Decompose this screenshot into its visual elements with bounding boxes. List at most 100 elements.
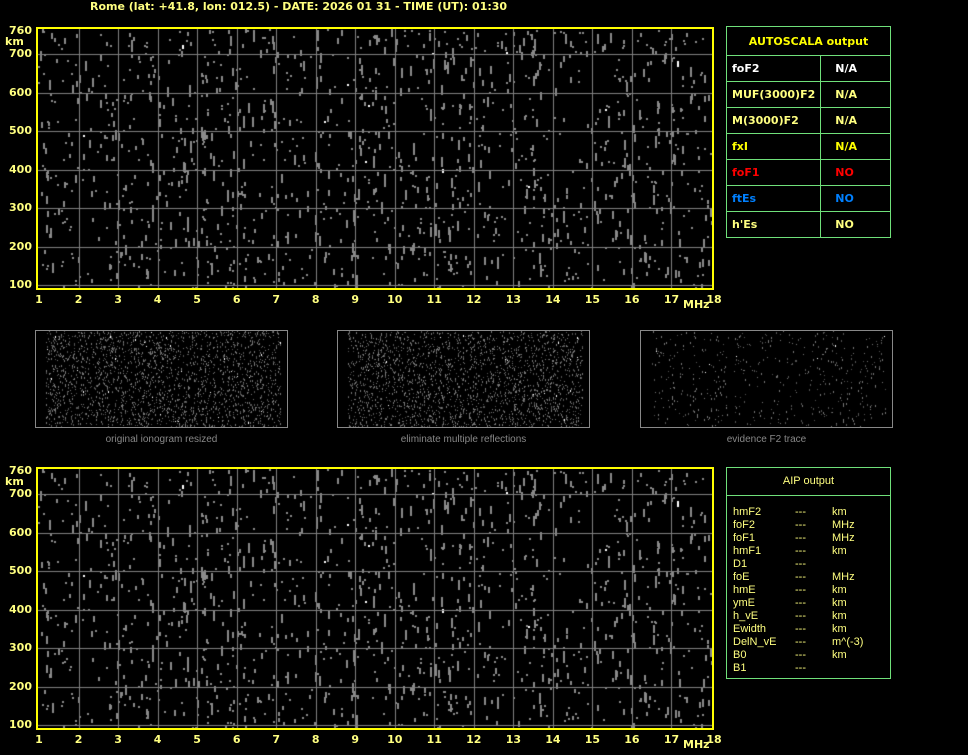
autoscala-output-table: AUTOSCALA output foF2 N/A MUF(3000)F2 N/A M(… — [725, 26, 891, 238]
autoscala-param: ftEs — [725, 185, 822, 212]
aip-param: B1 — [733, 662, 747, 674]
aip-value: --- — [795, 519, 806, 531]
aip-unit: km — [832, 545, 847, 557]
aip-unit: km — [832, 623, 847, 635]
x-tick-label: 18 — [706, 293, 722, 306]
autoscala-row: h'Es NO — [725, 211, 891, 238]
autoscala-value: N/A — [820, 81, 891, 108]
aip-value: --- — [795, 545, 806, 557]
aip-value: --- — [795, 623, 806, 635]
y-tick-label: 200 — [9, 679, 32, 693]
autoscala-row: foF2 N/A — [725, 55, 891, 82]
aip-row: D1 --- — [727, 558, 890, 571]
autoscala-row: M(3000)F2 N/A — [725, 107, 891, 134]
x-tick-label: 7 — [272, 293, 280, 306]
x-tick-label: 16 — [624, 293, 640, 306]
aip-row: B0 --- km — [727, 649, 890, 662]
x-tick-label: 12 — [466, 293, 482, 306]
x-tick-label: 9 — [351, 293, 360, 306]
aip-param: foE — [733, 571, 750, 583]
thumbnail-f2-trace — [640, 330, 893, 428]
x-tick-label: 17 — [663, 293, 680, 306]
autoscala-row: ftEs NO — [725, 185, 891, 212]
thumbnail-caption: evidence F2 trace — [726, 434, 807, 445]
x-tick-label: 3 — [114, 293, 122, 306]
autoscala-param: foF2 — [725, 55, 822, 82]
aip-row: Ewidth --- km — [727, 623, 890, 636]
y-unit-label: km — [5, 35, 24, 48]
y-tick-label: 500 — [9, 124, 32, 138]
aip-row: hmF1 --- km — [727, 545, 890, 558]
thumbnail-original — [35, 330, 288, 428]
x-tick-label: 2 — [74, 733, 83, 746]
x-tick-label: 7 — [272, 733, 280, 746]
y-tick-label: 700 — [9, 47, 32, 61]
autoscala-row: foF1 NO — [725, 159, 891, 186]
x-tick-label: 3 — [114, 733, 122, 746]
aip-param: hmE — [733, 584, 756, 596]
y-tick-label: 700 — [9, 487, 32, 501]
x-tick-label: 5 — [193, 733, 201, 746]
x-tick-label: 10 — [387, 733, 403, 746]
autoscala-param: M(3000)F2 — [725, 107, 822, 134]
y-tick-label: 300 — [9, 201, 32, 215]
aip-row: foF2 --- MHz — [727, 519, 890, 532]
x-tick-label: 14 — [545, 733, 561, 746]
x-tick-label: 15 — [584, 293, 601, 306]
y-tick-label: 100 — [9, 278, 32, 291]
x-tick-label: 16 — [624, 733, 640, 746]
aip-param: hmF1 — [733, 545, 762, 557]
aip-param: foF2 — [733, 519, 756, 531]
aip-unit: km — [832, 649, 847, 661]
x-unit-label: MHz — [683, 298, 710, 311]
x-tick-label: 1 — [35, 733, 43, 746]
aip-value: --- — [795, 571, 806, 583]
x-unit-label: MHz — [683, 738, 710, 751]
aip-row: ymE --- km — [727, 597, 890, 610]
y-tick-label: 600 — [9, 85, 32, 99]
x-tick-label: 12 — [466, 733, 482, 746]
aip-row: foF1 --- MHz — [727, 532, 890, 545]
aip-value: --- — [795, 610, 806, 622]
y-tick-label: 600 — [9, 525, 32, 539]
x-tick-label: 17 — [663, 733, 680, 746]
ionogram-plot-area — [36, 467, 714, 730]
x-tick-label: 1 — [35, 293, 43, 306]
aip-value: --- — [795, 558, 806, 570]
aip-row: hmF2 --- km — [727, 506, 890, 519]
x-tick-label: 18 — [706, 733, 722, 746]
aip-param: D1 — [733, 558, 748, 570]
aip-unit: MHz — [832, 519, 855, 531]
aip-param: ymE — [733, 597, 755, 609]
aip-row: DelN_vE --- m^(-3) — [727, 636, 890, 649]
aip-param: h_vE — [733, 610, 759, 622]
aip-value: --- — [795, 506, 806, 518]
aip-value: --- — [795, 532, 806, 544]
aip-row: hmE --- km — [727, 584, 890, 597]
autoscala-value: NO — [820, 159, 891, 186]
y-tick-label: 400 — [9, 162, 32, 176]
x-tick-label: 6 — [232, 733, 241, 746]
aip-value: --- — [795, 584, 806, 596]
thumbnail-caption: eliminate multiple reflections — [400, 434, 527, 445]
header-title: Rome (lat: +41.8, lon: 012.5) - DATE: 20… — [90, 0, 508, 13]
y-tick-label: 200 — [9, 239, 32, 253]
x-tick-label: 9 — [351, 733, 360, 746]
autoscala-value: N/A — [820, 55, 891, 82]
y-tick-label: 400 — [9, 602, 32, 616]
x-tick-label: 8 — [311, 733, 320, 746]
x-tick-label: 15 — [584, 733, 601, 746]
autoscala-value: NO — [820, 211, 891, 238]
y-tick-label: 300 — [9, 641, 32, 655]
aip-unit: km — [832, 597, 847, 609]
x-tick-label: 13 — [505, 293, 521, 306]
autoscala-value: N/A — [820, 107, 891, 134]
y-tick-label: 100 — [9, 718, 32, 731]
aip-param: foF1 — [733, 532, 756, 544]
autoscala-value: NO — [820, 185, 891, 212]
aip-param: Ewidth — [733, 623, 767, 635]
aip-param: B0 — [733, 649, 747, 661]
autoscala-param: h'Es — [725, 211, 822, 238]
x-tick-label: 5 — [193, 293, 201, 306]
autoscala-row: MUF(3000)F2 N/A — [725, 81, 891, 108]
